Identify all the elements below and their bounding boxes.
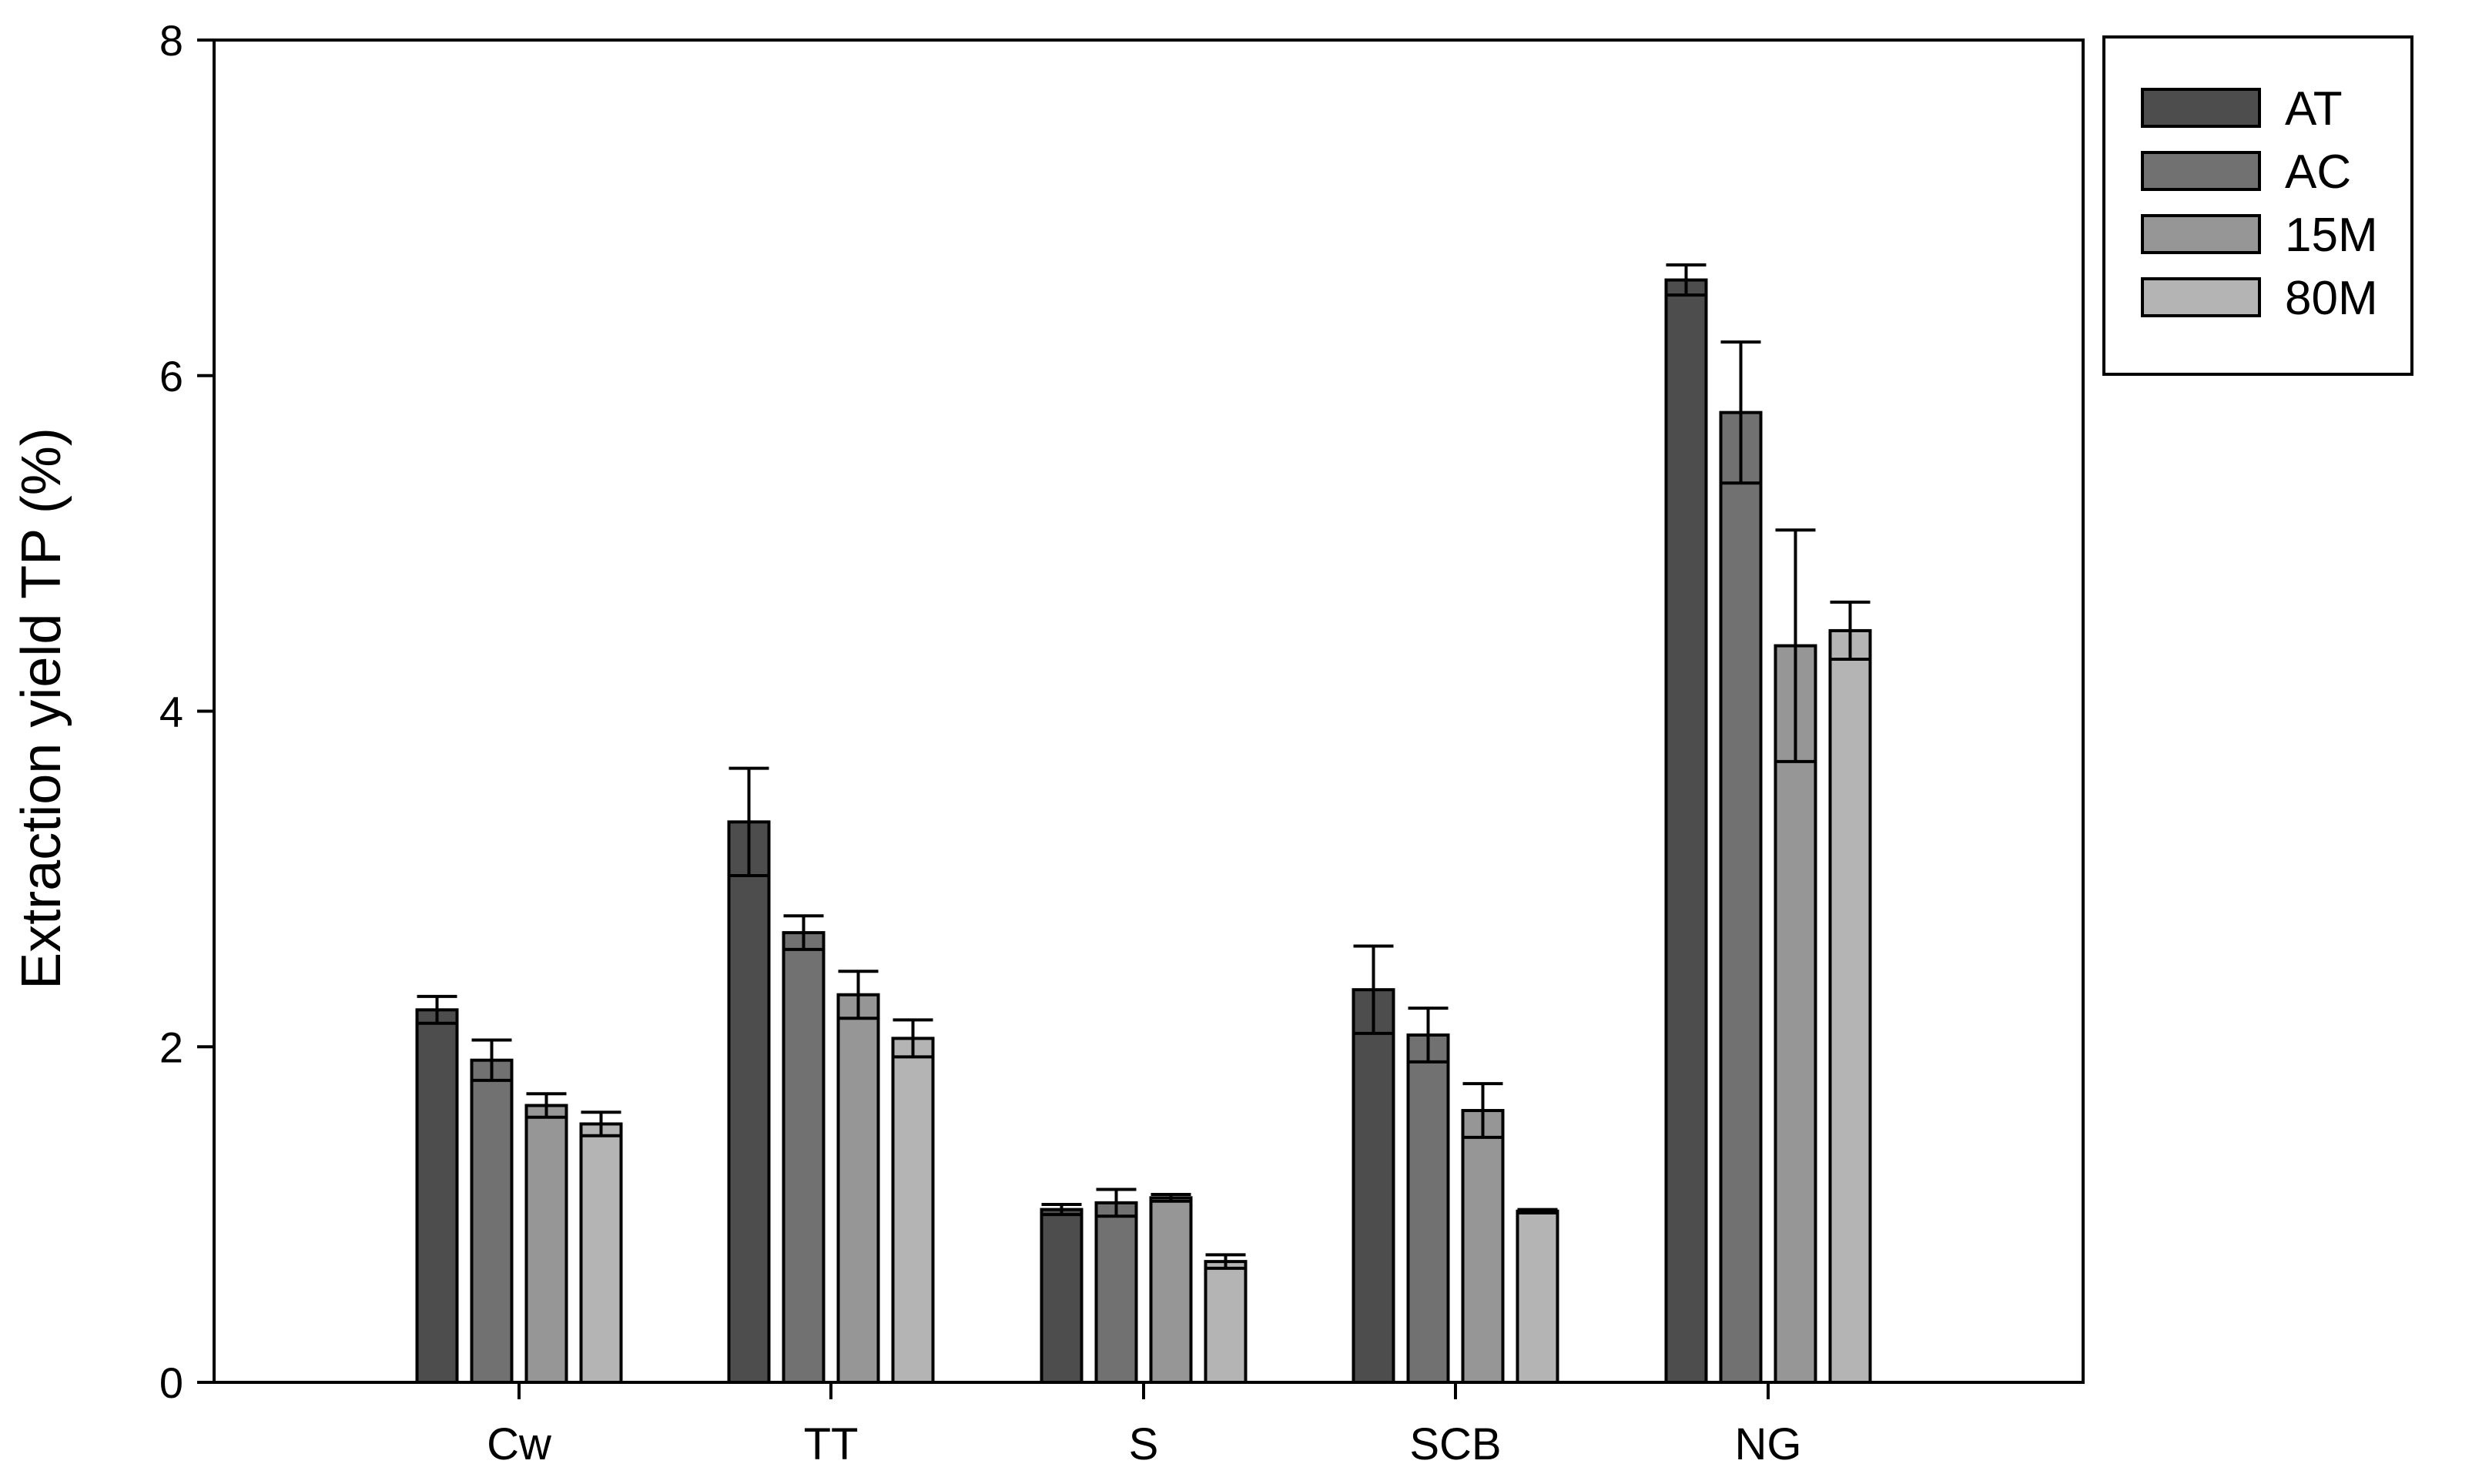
legend-label-15m: 15M <box>2285 209 2378 262</box>
error-bar-tt-ac <box>783 914 824 951</box>
bar-s-15m <box>1149 1196 1193 1385</box>
error-bar-cw-80m <box>581 1110 621 1137</box>
legend-swatch-15m <box>2141 214 2261 254</box>
x-tick-label: TT <box>804 1419 859 1469</box>
bar-cw-ac <box>470 1058 514 1385</box>
legend-swatch-at <box>2141 88 2261 128</box>
legend-label-at: AT <box>2285 82 2343 136</box>
y-tick-label: 0 <box>159 1358 183 1407</box>
y-tick-label: 2 <box>159 1023 183 1071</box>
x-tick-label: SCB <box>1409 1419 1501 1469</box>
bar-s-80m <box>1204 1260 1248 1384</box>
y-axis-title: Extraction yield TP (%) <box>11 427 72 990</box>
legend-label-ac: AC <box>2285 146 2351 199</box>
bar-ng-80m <box>1828 628 1872 1384</box>
legend: AT AC 15M 80M <box>2102 35 2413 376</box>
bar-ng-at <box>1664 278 1708 1384</box>
error-bar-s-15m <box>1151 1192 1191 1203</box>
y-axis: 0 2 4 6 8 <box>159 16 214 1407</box>
error-bar-s-at <box>1041 1203 1082 1217</box>
error-bar-tt-15m <box>838 970 879 1020</box>
bar-tt-15m <box>836 993 880 1384</box>
bar-tt-ac <box>782 931 826 1384</box>
bar-cw-15m <box>524 1104 568 1384</box>
error-bar-ng-15m <box>1775 528 1816 763</box>
error-bar-s-80m <box>1205 1253 1246 1270</box>
bar-ng-ac <box>1719 410 1763 1384</box>
error-bars-group <box>417 263 1871 1270</box>
error-bar-scb-15m <box>1462 1082 1503 1139</box>
bar-cw-80m <box>579 1122 623 1385</box>
bar-tt-80m <box>891 1037 935 1384</box>
x-tick-label: Cw <box>487 1419 552 1469</box>
legend-label-80m: 80M <box>2285 272 2378 325</box>
error-bar-cw-15m <box>526 1092 567 1119</box>
x-axis: Cw TT S SCB NG <box>487 1382 1802 1469</box>
bar-scb-ac <box>1406 1033 1450 1385</box>
bars-group <box>415 278 1872 1385</box>
error-bar-ng-at <box>1666 263 1707 297</box>
error-bar-scb-at <box>1353 944 1394 1035</box>
error-bar-tt-at <box>729 766 769 878</box>
bar-scb-at <box>1352 988 1395 1384</box>
error-bar-s-ac <box>1096 1188 1137 1218</box>
error-bar-cw-ac <box>471 1038 512 1082</box>
error-bar-scb-80m <box>1517 1208 1558 1214</box>
bar-tt-at <box>727 820 771 1384</box>
legend-swatch-80m <box>2141 277 2261 317</box>
error-bar-ng-80m <box>1830 600 1871 661</box>
bar-s-ac <box>1094 1201 1138 1385</box>
bar-s-at <box>1040 1208 1084 1384</box>
bar-cw-at <box>415 1008 459 1384</box>
bar-scb-15m <box>1461 1109 1505 1384</box>
error-bar-scb-ac <box>1408 1007 1449 1064</box>
x-tick-label: S <box>1129 1419 1159 1469</box>
y-tick-label: 6 <box>159 352 183 400</box>
y-tick-label: 8 <box>159 16 183 65</box>
bar-scb-80m <box>1516 1209 1559 1384</box>
error-bar-tt-80m <box>893 1018 933 1059</box>
error-bar-ng-ac <box>1720 340 1761 485</box>
legend-swatch-ac <box>2141 151 2261 191</box>
x-tick-label: NG <box>1735 1419 1802 1469</box>
y-tick-label: 4 <box>159 688 183 736</box>
error-bar-cw-at <box>417 994 457 1025</box>
